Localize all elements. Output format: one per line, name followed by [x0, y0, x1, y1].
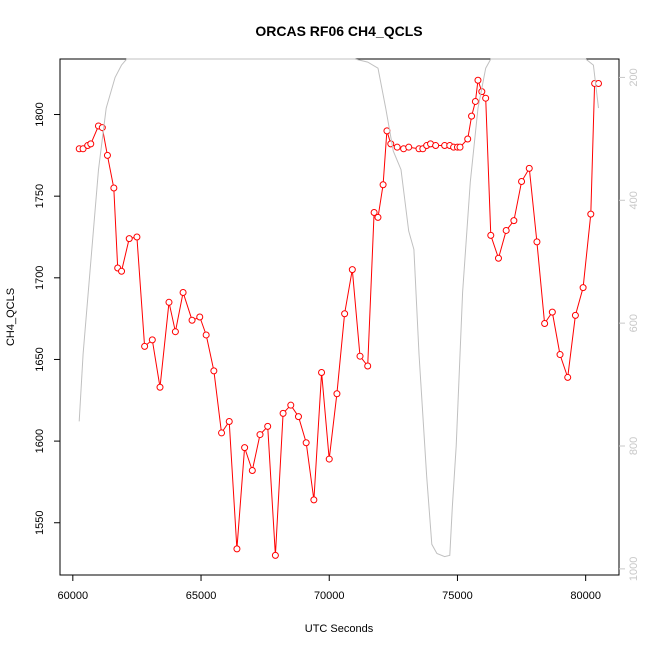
data-point — [202, 331, 210, 339]
data-point — [302, 439, 310, 447]
data-point — [196, 313, 204, 321]
y2-tick-label: 1000 — [628, 557, 640, 581]
x-axis-label: UTC Seconds — [305, 623, 374, 635]
data-point — [374, 213, 382, 221]
data-point — [294, 413, 302, 421]
data-point — [571, 311, 579, 319]
data-point — [474, 76, 482, 84]
data-point — [594, 79, 602, 87]
y2-tick-label: 400 — [628, 191, 640, 209]
data-point — [579, 284, 587, 292]
series-line — [79, 80, 599, 556]
data-point — [318, 369, 326, 377]
data-point — [110, 184, 118, 192]
data-point — [456, 143, 464, 151]
data-point — [341, 310, 349, 318]
data-point — [310, 496, 318, 504]
y-tick-label: 1550 — [34, 511, 46, 535]
data-point — [487, 231, 495, 239]
data-point — [141, 342, 149, 350]
data-point — [225, 418, 233, 426]
data-point — [333, 390, 341, 398]
x-axis: 60000 65000 70000 75000 80000 — [58, 575, 601, 602]
data-point — [218, 429, 226, 437]
data-point — [79, 145, 87, 153]
chart-title: ORCAS RF06 CH4_QCLS — [255, 23, 422, 39]
data-point — [379, 181, 387, 189]
y-tick-label: 1750 — [34, 184, 46, 208]
data-point — [471, 97, 479, 105]
data-point — [370, 208, 378, 216]
y-tick-label: 1650 — [34, 347, 46, 371]
x-tick-label: 70000 — [314, 590, 345, 602]
x-tick-label: 75000 — [442, 590, 473, 602]
data-point — [156, 383, 164, 391]
data-point — [494, 254, 502, 262]
data-point — [348, 266, 356, 274]
data-point — [556, 351, 564, 359]
y-axis: 1550 1600 1650 1700 1750 1800 — [34, 102, 60, 535]
y-tick-label: 1700 — [34, 266, 46, 290]
data-point — [468, 112, 476, 120]
data-point — [148, 336, 156, 344]
y2-tick-label: 200 — [628, 68, 640, 86]
data-point — [548, 308, 556, 316]
data-point — [464, 135, 472, 143]
data-point — [171, 328, 179, 336]
data-point — [364, 362, 372, 370]
data-point — [287, 401, 295, 409]
data-point — [165, 298, 173, 306]
data-point — [482, 94, 490, 102]
secondary-y-axis: 200 400 600 800 1000 — [619, 68, 640, 581]
data-point — [279, 409, 287, 417]
data-point — [325, 455, 333, 463]
data-point — [210, 367, 218, 375]
x-tick-label: 65000 — [186, 590, 217, 602]
data-point — [533, 238, 541, 246]
x-tick-label: 80000 — [570, 590, 601, 602]
y2-tick-label: 800 — [628, 437, 640, 455]
data-point — [179, 289, 187, 297]
x-tick-label: 60000 — [58, 590, 89, 602]
plot-area — [75, 58, 602, 559]
data-point — [541, 320, 549, 328]
data-point — [356, 352, 364, 360]
data-point — [103, 151, 111, 159]
data-point — [525, 164, 533, 172]
data-point — [587, 210, 595, 218]
data-point — [432, 142, 440, 150]
secondary-series-line — [78, 58, 599, 558]
data-point — [393, 143, 401, 151]
data-point — [256, 431, 264, 439]
data-point — [518, 177, 526, 185]
data-point — [87, 140, 95, 148]
data-point — [510, 217, 518, 225]
y2-tick-label: 600 — [628, 314, 640, 332]
data-point — [264, 422, 272, 430]
data-point — [271, 551, 279, 559]
y-tick-label: 1800 — [34, 102, 46, 126]
data-point — [118, 267, 126, 275]
data-point — [133, 233, 141, 241]
data-point — [248, 466, 256, 474]
data-point — [564, 373, 572, 381]
data-point — [502, 226, 510, 234]
data-point — [125, 235, 133, 243]
y-tick-label: 1600 — [34, 429, 46, 453]
data-point — [241, 444, 249, 452]
data-point — [405, 143, 413, 151]
y-axis-label: CH4_QCLS — [5, 288, 17, 346]
data-point — [233, 545, 241, 553]
data-point — [188, 316, 196, 324]
